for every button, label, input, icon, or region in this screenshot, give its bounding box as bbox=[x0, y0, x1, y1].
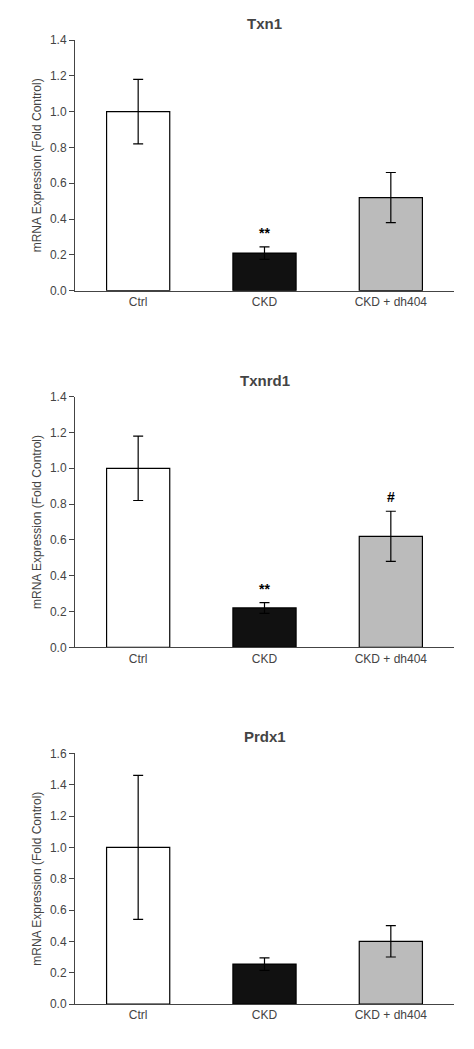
svg-text:mRNA Expression (Fold Control): mRNA Expression (Fold Control) bbox=[30, 435, 44, 609]
svg-text:0.0: 0.0 bbox=[50, 997, 67, 1011]
svg-text:Ctrl: Ctrl bbox=[129, 295, 148, 309]
svg-text:0.8: 0.8 bbox=[50, 141, 67, 155]
svg-text:Txn1: Txn1 bbox=[247, 15, 282, 32]
svg-text:Prdx1: Prdx1 bbox=[244, 728, 286, 745]
svg-text:0.8: 0.8 bbox=[50, 497, 67, 511]
svg-text:CKD: CKD bbox=[252, 295, 278, 309]
svg-text:**: ** bbox=[259, 225, 270, 241]
svg-text:1.0: 1.0 bbox=[50, 841, 67, 855]
svg-text:1.4: 1.4 bbox=[50, 33, 67, 47]
svg-text:0.6: 0.6 bbox=[50, 533, 67, 547]
svg-text:1.2: 1.2 bbox=[50, 69, 67, 83]
svg-text:0.4: 0.4 bbox=[50, 935, 67, 949]
svg-text:#: # bbox=[387, 489, 395, 505]
svg-text:0.6: 0.6 bbox=[50, 903, 67, 917]
svg-text:1.2: 1.2 bbox=[50, 426, 67, 440]
svg-text:CKD + dh404: CKD + dh404 bbox=[355, 652, 428, 666]
svg-text:1.4: 1.4 bbox=[50, 390, 67, 404]
svg-text:1.6: 1.6 bbox=[50, 747, 67, 761]
svg-text:CKD: CKD bbox=[252, 1008, 278, 1022]
svg-text:0.0: 0.0 bbox=[50, 641, 67, 655]
svg-text:**: ** bbox=[259, 581, 270, 597]
svg-text:0.4: 0.4 bbox=[50, 212, 67, 226]
svg-text:1.2: 1.2 bbox=[50, 809, 67, 823]
svg-text:mRNA Expression (Fold Control): mRNA Expression (Fold Control) bbox=[30, 792, 44, 966]
svg-text:Ctrl: Ctrl bbox=[129, 652, 148, 666]
svg-text:0.4: 0.4 bbox=[50, 569, 67, 583]
svg-text:0.8: 0.8 bbox=[50, 872, 67, 886]
svg-text:0.0: 0.0 bbox=[50, 284, 67, 298]
svg-text:0.2: 0.2 bbox=[50, 966, 67, 980]
svg-text:1.0: 1.0 bbox=[50, 105, 67, 119]
svg-text:CKD: CKD bbox=[252, 652, 278, 666]
svg-text:0.2: 0.2 bbox=[50, 248, 67, 262]
svg-text:0.2: 0.2 bbox=[50, 605, 67, 619]
svg-text:Txnrd1: Txnrd1 bbox=[240, 372, 290, 389]
svg-text:CKD + dh404: CKD + dh404 bbox=[355, 1008, 428, 1022]
svg-text:mRNA Expression (Fold Control): mRNA Expression (Fold Control) bbox=[30, 78, 44, 252]
svg-text:1.4: 1.4 bbox=[50, 778, 67, 792]
svg-text:Ctrl: Ctrl bbox=[129, 1008, 148, 1022]
svg-text:1.0: 1.0 bbox=[50, 461, 67, 475]
svg-text:CKD + dh404: CKD + dh404 bbox=[355, 295, 428, 309]
svg-text:0.6: 0.6 bbox=[50, 176, 67, 190]
